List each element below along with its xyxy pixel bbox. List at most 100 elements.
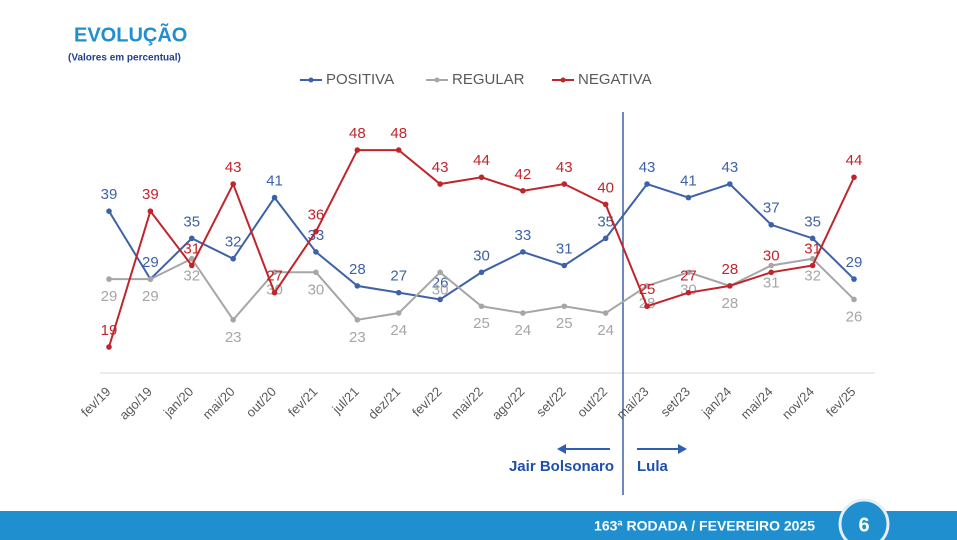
data-label: 30 [763,247,780,264]
data-label: 35 [183,213,200,230]
point [106,344,112,350]
data-label: 25 [473,315,490,332]
data-label: 36 [308,207,325,224]
point [685,269,692,276]
data-label: 28 [349,261,366,278]
x-tick-label: fev/25 [823,384,859,420]
point [685,194,692,201]
point [809,262,816,269]
data-label: 28 [721,295,738,312]
data-label: 30 [432,281,449,298]
point [478,303,485,310]
point [602,235,609,242]
data-label: 30 [473,247,490,264]
data-label: 25 [639,281,656,298]
point [561,303,568,310]
x-tick-label: out/20 [243,384,279,420]
point [644,181,650,187]
point [520,310,526,316]
point [478,269,485,276]
data-label: 43 [721,159,738,176]
point [313,228,319,235]
data-label: 43 [225,159,242,176]
point [851,276,857,282]
point [354,283,361,289]
point [106,276,112,282]
data-label: 32 [225,234,242,251]
x-tick-label: mai/23 [613,384,651,422]
x-tick-label: dez/21 [365,384,403,422]
data-label: 43 [556,159,573,176]
point [727,283,733,289]
data-label: 23 [349,329,366,346]
x-tick-label: mai/20 [200,384,238,422]
data-label: 29 [142,254,159,271]
data-label: 29 [142,288,159,305]
x-tick-label: ago/22 [489,384,528,423]
point [561,181,568,187]
data-label: 31 [804,240,821,257]
x-tick-label: set/23 [657,384,693,420]
point [561,262,568,269]
x-tick-label: set/22 [533,384,569,420]
data-label: 31 [183,240,200,257]
point [809,255,816,262]
page-number: 6 [858,514,869,536]
data-label: 35 [804,213,821,230]
data-label: 48 [349,125,366,142]
point [188,255,195,262]
point [768,269,775,276]
point [230,181,236,187]
annotation: Lula [637,458,668,475]
x-tick-label: out/22 [574,384,610,420]
x-tick-label: jan/20 [160,384,196,420]
point [644,283,650,289]
point [437,269,443,276]
series-line [109,257,855,322]
point [851,296,857,303]
x-tick-label: mai/24 [738,384,776,422]
data-label: 35 [597,213,614,230]
data-label: 39 [142,186,159,203]
x-tick-label: fev/21 [285,384,321,420]
data-label: 29 [101,288,118,305]
data-label: 24 [597,322,614,339]
x-tick-label: ago/19 [116,384,155,423]
x-tick-label: fev/22 [409,384,445,420]
footer-text: 163ª RODADA / FEVEREIRO 2025 [594,518,815,534]
point [520,249,526,255]
data-label: 32 [804,268,821,285]
data-label: 37 [763,200,780,217]
point [354,147,361,153]
point [271,289,278,296]
data-label: 44 [473,152,490,169]
data-label: 48 [390,125,407,142]
data-label: 33 [515,227,532,244]
point [768,262,775,269]
data-label: 24 [390,322,407,339]
data-label: 19 [101,322,118,339]
data-label: 41 [266,173,283,190]
data-label: 30 [308,281,325,298]
point [685,289,692,296]
subtitle: (Valores em percentual) [68,53,181,64]
legend-marker [434,77,440,83]
point [271,269,278,276]
point [727,181,733,187]
legend-label: POSITIVA [326,71,394,88]
data-label: 31 [763,274,780,291]
point [395,289,402,296]
x-tick-label: nov/24 [779,384,817,422]
data-label: 27 [680,268,697,285]
x-tick-label: fev/19 [78,384,114,420]
point [768,221,775,228]
data-label: 32 [183,268,200,285]
data-label: 43 [639,159,656,176]
data-label: 42 [515,166,532,183]
x-tick-label: jul/21 [329,384,362,417]
point [313,249,319,255]
legend-label: REGULAR [452,71,525,88]
legend-label: NEGATIVA [578,71,652,88]
data-label: 29 [846,254,863,271]
arrow-left [557,444,610,454]
